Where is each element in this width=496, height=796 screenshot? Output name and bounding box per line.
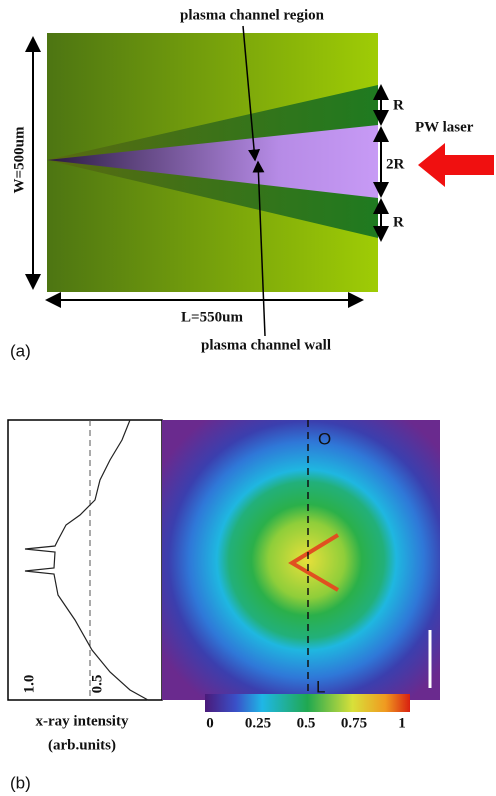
panel-b: 1.0 0.5 x-ray intensity (arb.units) O L … [8,420,440,792]
profile-box [8,420,162,700]
marker-label: L [316,677,325,696]
profile-tick: 1.0 [21,675,37,694]
figure: W=500um L=550um plasma channel region pl… [0,0,496,796]
colorbar-tick: 0 [206,715,214,731]
colorbar [205,694,410,712]
profile-axis-title: x-ray intensity [36,713,129,729]
colorbar-tick: 1 [398,715,406,731]
region-label: plasma channel region [180,7,325,23]
laser-label: PW laser [415,119,474,135]
profile-tick: 0.5 [89,675,105,694]
colorbar-ticks: 0 0.25 0.5 0.75 1 [206,715,406,731]
panel-a: W=500um L=550um plasma channel region pl… [10,7,494,360]
panel-tag: (a) [10,341,31,360]
laser-arrow [418,143,494,187]
colorbar-tick: 0.75 [341,715,367,731]
marker-label: O [318,429,331,448]
r-label: R [393,97,404,113]
r-label: R [393,214,404,230]
panel-tag: (b) [10,773,31,792]
length-label: L=550um [181,309,243,325]
width-label: W=500um [11,126,27,193]
r-label: 2R [386,156,405,172]
profile-axis-units: (arb.units) [48,737,116,753]
colorbar-tick: 0.25 [245,715,271,731]
colorbar-tick: 0.5 [297,715,316,731]
wall-label: plasma channel wall [201,337,331,353]
xray-image [162,420,440,700]
